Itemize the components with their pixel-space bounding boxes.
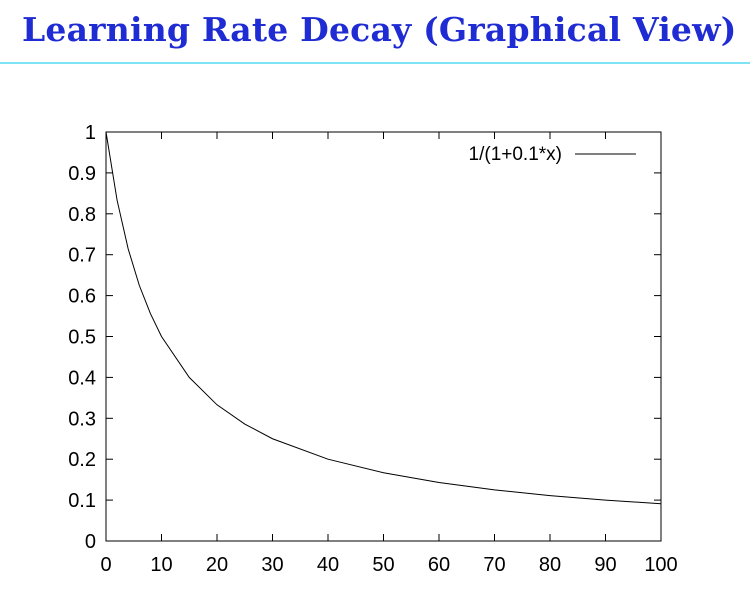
legend-label: 1/(1+0.1*x) bbox=[469, 144, 562, 165]
y-tick-label: 0.4 bbox=[68, 367, 96, 389]
y-tick-label: 1 bbox=[85, 122, 96, 144]
series-line bbox=[105, 131, 662, 505]
x-tick-label: 90 bbox=[594, 554, 616, 576]
x-tick-label: 60 bbox=[428, 554, 450, 576]
y-tick-label: 0.2 bbox=[68, 449, 96, 471]
y-tick-label: 0 bbox=[85, 531, 96, 553]
y-tick-label: 0.3 bbox=[68, 408, 96, 430]
x-tick-label: 40 bbox=[317, 554, 339, 576]
y-tick-label: 0.5 bbox=[68, 327, 96, 349]
x-tick-label: 70 bbox=[483, 554, 505, 576]
y-tick-label: 0.8 bbox=[68, 204, 96, 226]
plot-frame bbox=[105, 131, 662, 542]
x-tick-label: 20 bbox=[206, 554, 228, 576]
x-tick-label: 50 bbox=[372, 554, 394, 576]
x-tick-label: 30 bbox=[261, 554, 283, 576]
y-tick-label: 0.1 bbox=[68, 490, 96, 512]
y-tick-label: 0.9 bbox=[68, 163, 96, 185]
chart-root: 00.10.20.30.40.50.60.70.80.910 10 20 30 40 50… bbox=[68, 122, 678, 576]
x-tick-label: 10 bbox=[150, 554, 172, 576]
x-tick-label: 80 bbox=[539, 554, 561, 576]
x-tick-label: 100 bbox=[644, 554, 677, 576]
y-tick-label: 0.7 bbox=[68, 245, 96, 267]
y-tick-label: 0.6 bbox=[68, 286, 96, 308]
title-rule bbox=[0, 62, 750, 64]
x-tick-label: 0 bbox=[100, 554, 111, 576]
slide-title: Learning Rate Decay (Graphical View) bbox=[22, 10, 737, 49]
